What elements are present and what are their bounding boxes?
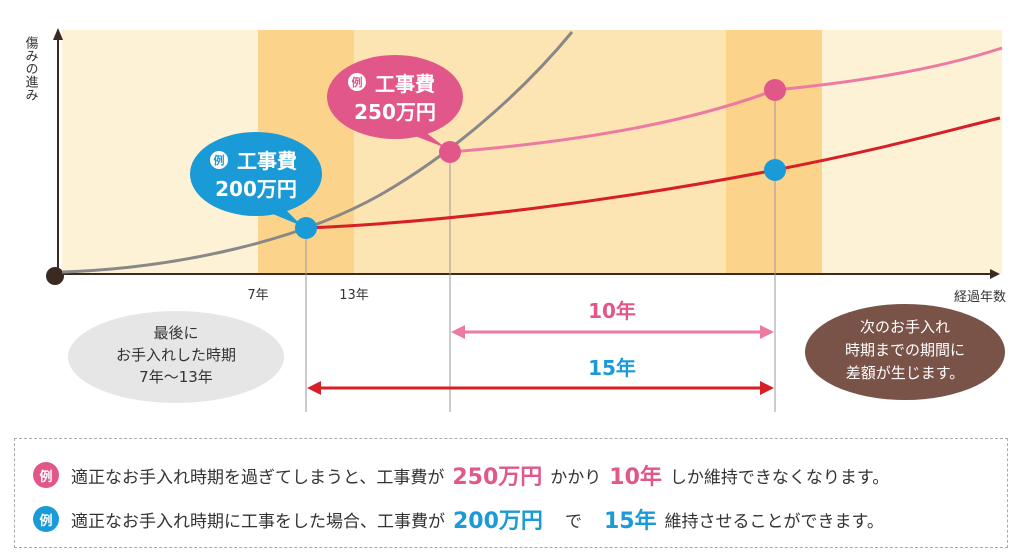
rei-badge-icon: 例 — [33, 462, 59, 488]
rei-badge-icon: 例 — [33, 506, 59, 532]
series-200-curve — [305, 116, 1001, 230]
span-10: 10年 — [451, 299, 774, 339]
note-250-mid: かかり — [550, 467, 602, 488]
point-200-end — [764, 159, 786, 181]
rei-badge-icon — [210, 151, 228, 169]
point-200-start — [295, 217, 317, 239]
point-250-end — [764, 79, 786, 101]
right-note-line-2: 時期までの期間に — [845, 341, 965, 359]
callout-250-badge: 例 — [352, 75, 363, 89]
series-deterioration-curve — [61, 31, 574, 274]
note-row-250: 例 適正なお手入れ時期を過ぎてしまうと、工事費が 250万円 かかり 10年 し… — [33, 459, 889, 491]
right-note-line-3: 差額が生じます。 — [846, 364, 965, 382]
callout-250-title: 工事費 — [375, 72, 435, 96]
right-note-line-1: 次のお手入れ — [860, 318, 950, 336]
callout-250-amount: 250万円 — [354, 100, 436, 124]
span-10-label: 10年 — [588, 299, 636, 323]
callout-200: 例 工事費 200万円 — [190, 132, 322, 226]
note-200-years: 15年 — [603, 509, 657, 534]
left-note: 最後に お手入れした時期 7年〜13年 — [68, 311, 284, 403]
band-next-maintenance — [726, 30, 822, 274]
explanation-box: 例 適正なお手入れ時期を過ぎてしまうと、工事費が 250万円 かかり 10年 し… — [14, 438, 1008, 548]
x-axis-arrow-icon — [990, 269, 1000, 279]
callout-200-badge: 例 — [214, 153, 225, 167]
note-row-200: 例 適正なお手入れ時期に工事をした場合、工事費が 200万円 で 15年 維持さ… — [33, 503, 884, 535]
note-200-post: 維持させることができます。 — [664, 511, 884, 532]
callout-200-title: 工事費 — [237, 149, 297, 173]
note-200-mid: で — [564, 511, 582, 532]
x-axis-label: 経過年数 — [954, 290, 1006, 305]
note-250-post: しか維持できなくなります。 — [669, 467, 890, 488]
span-15: 15年 — [307, 356, 774, 395]
note-250-years: 10年 — [609, 465, 662, 490]
right-note: 次のお手入れ 時期までの期間に 差額が生じます。 — [805, 304, 1005, 400]
left-note-line-2: お手入れした時期 — [116, 346, 236, 364]
callout-200-amount: 200万円 — [215, 177, 297, 201]
rei-badge-icon — [348, 73, 366, 91]
note-250-amount: 250万円 — [452, 465, 543, 490]
span-15-label: 15年 — [588, 356, 636, 380]
y-axis-label: 傷みの進み — [23, 36, 39, 101]
note-250-pre: 適正なお手入れ時期を過ぎてしまうと、工事費が — [71, 467, 445, 488]
left-note-line-3: 7年〜13年 — [139, 368, 213, 386]
callout-250: 例 工事費 250万円 — [327, 55, 463, 148]
x-tick-13: 13年 — [339, 288, 369, 303]
point-250-start — [439, 141, 461, 163]
note-200-amount: 200万円 — [453, 509, 543, 534]
left-note-line-1: 最後に — [153, 324, 198, 342]
origin-dot — [46, 267, 64, 285]
x-tick-7: 7年 — [247, 288, 268, 303]
note-200-pre: 適正なお手入れ時期に工事をした場合、工事費が — [71, 511, 445, 532]
y-axis-arrow-icon — [53, 28, 63, 40]
